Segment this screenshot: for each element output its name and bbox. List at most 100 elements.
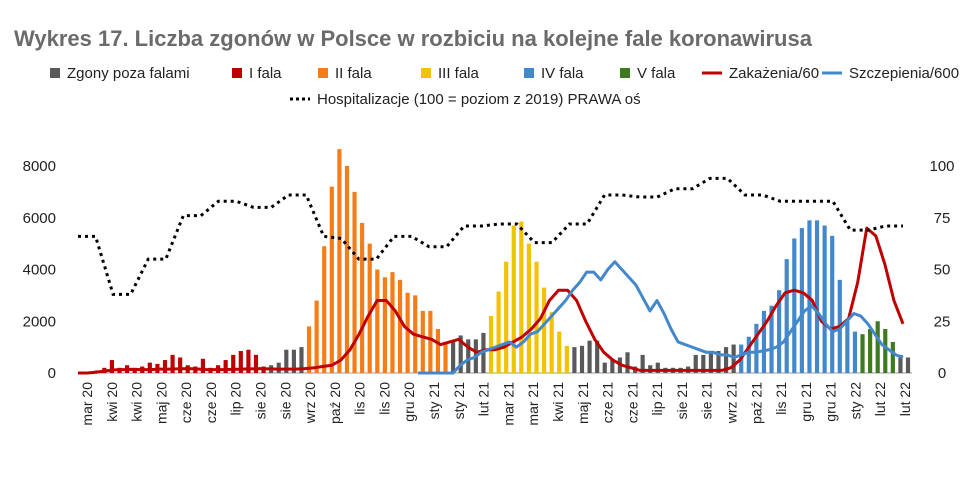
death-bar bbox=[526, 243, 532, 374]
death-bar bbox=[375, 269, 380, 373]
x-tick-label: kwi 20 bbox=[104, 382, 120, 422]
death-bar bbox=[496, 291, 501, 373]
legend-label: IV fala bbox=[541, 65, 584, 82]
y2-tick-label: 100 bbox=[929, 158, 954, 175]
death-bar bbox=[784, 259, 789, 373]
x-tick-label: maj 20 bbox=[153, 382, 169, 424]
death-bar bbox=[875, 321, 880, 373]
y-tick-label: 8000 bbox=[23, 158, 56, 175]
death-bar bbox=[754, 323, 759, 373]
lines bbox=[78, 176, 905, 375]
legend: Zgony poza falami I fala II fala III fala IV… bbox=[50, 65, 959, 108]
death-bar bbox=[488, 316, 494, 373]
hospitalizations-line bbox=[78, 176, 903, 296]
death-bar bbox=[723, 347, 729, 374]
x-tick-label: paź 21 bbox=[748, 382, 764, 424]
death-bar bbox=[352, 191, 357, 374]
x-tick-label: sie 21 bbox=[699, 382, 715, 420]
x-tick-label: cze 20 bbox=[178, 382, 194, 423]
death-bar bbox=[572, 347, 577, 374]
death-bar bbox=[716, 351, 721, 373]
x-tick-label: mar 20 bbox=[79, 382, 95, 426]
death-bar bbox=[162, 360, 168, 373]
death-bar bbox=[868, 329, 873, 373]
x-tick-label: mar 21 bbox=[525, 382, 541, 426]
death-bar bbox=[238, 351, 243, 373]
death-bar bbox=[390, 272, 395, 373]
death-bar bbox=[382, 277, 387, 373]
death-bar bbox=[178, 357, 183, 373]
x-tick-label: wrz 20 bbox=[302, 382, 318, 424]
legend-label: I fala bbox=[249, 65, 282, 82]
death-bar bbox=[322, 246, 327, 373]
x-tick-label: mar 21 bbox=[500, 382, 516, 426]
death-bar bbox=[170, 354, 175, 373]
y-tick-label: 4000 bbox=[23, 262, 56, 279]
death-bar bbox=[799, 228, 804, 373]
y-axis-right: 0 25 50 75 100 bbox=[929, 158, 954, 382]
death-bar bbox=[534, 261, 539, 373]
x-tick-label: lis 20 bbox=[376, 382, 392, 415]
legend-swatch bbox=[50, 68, 60, 78]
death-bar bbox=[814, 220, 820, 373]
legend-swatch bbox=[232, 68, 242, 78]
death-bar bbox=[147, 362, 152, 373]
legend-label: Zakażenia/60 bbox=[729, 65, 819, 82]
death-bar bbox=[708, 352, 713, 373]
death-bar bbox=[337, 149, 342, 373]
death-bar bbox=[284, 349, 289, 373]
legend-item: I fala bbox=[232, 65, 282, 82]
death-bar bbox=[655, 362, 660, 373]
chart-title: Wykres 17. Liczba zgonów w Polsce w rozb… bbox=[14, 26, 813, 51]
x-tick-label: gru 20 bbox=[401, 382, 417, 422]
death-bar bbox=[405, 292, 410, 373]
death-bar bbox=[397, 279, 403, 373]
y-tick-label: 6000 bbox=[23, 210, 56, 227]
death-bar bbox=[610, 360, 615, 373]
x-tick-label: sty 21 bbox=[451, 382, 467, 420]
death-bar bbox=[542, 287, 547, 373]
death-bar bbox=[640, 354, 645, 373]
death-bar bbox=[299, 347, 304, 374]
x-tick-label: cze 21 bbox=[600, 382, 616, 423]
death-bar bbox=[701, 354, 706, 373]
x-tick-label: sie 20 bbox=[277, 382, 293, 420]
legend-item: IV fala bbox=[524, 65, 584, 82]
death-bar bbox=[693, 354, 698, 373]
legend-label: Hospitalizacje (100 = poziom z 2019) PRA… bbox=[317, 91, 641, 108]
x-axis: mar 20 kwi 20 kwi 20 maj 20 cze 20 cze 20 lip … bbox=[79, 382, 913, 426]
death-bar bbox=[223, 360, 228, 373]
death-bar bbox=[587, 340, 592, 373]
death-bar bbox=[557, 331, 562, 373]
x-tick-label: lip 21 bbox=[649, 382, 665, 416]
death-bar bbox=[511, 225, 516, 373]
y2-tick-label: 50 bbox=[934, 262, 951, 279]
x-tick-label: sty 21 bbox=[426, 382, 442, 420]
y-tick-label: 2000 bbox=[23, 313, 56, 330]
death-bar bbox=[625, 352, 630, 373]
death-bar bbox=[314, 300, 319, 373]
death-bar bbox=[435, 329, 441, 373]
death-bar bbox=[367, 243, 372, 374]
legend-item: Hospitalizacje (100 = poziom z 2019) PRA… bbox=[290, 91, 641, 108]
death-bar bbox=[852, 331, 858, 373]
legend-item: Zakażenia/60 bbox=[702, 65, 819, 82]
x-tick-label: lut 21 bbox=[476, 382, 492, 416]
death-bar bbox=[458, 335, 463, 373]
legend-item: Szczepienia/600 bbox=[822, 65, 959, 82]
legend-label: II fala bbox=[335, 65, 372, 82]
y2-tick-label: 25 bbox=[934, 313, 951, 330]
y2-tick-label: 75 bbox=[934, 210, 951, 227]
death-bar bbox=[905, 357, 911, 373]
x-tick-label: cze 21 bbox=[624, 382, 640, 423]
death-bar bbox=[845, 321, 850, 373]
legend-swatch bbox=[421, 68, 431, 78]
x-tick-label: maj 21 bbox=[575, 382, 591, 424]
death-bar bbox=[306, 326, 312, 373]
death-bar bbox=[519, 221, 524, 373]
vaccinations-line bbox=[418, 260, 904, 375]
x-tick-label: gru 21 bbox=[823, 382, 839, 422]
legend-item: III fala bbox=[421, 65, 480, 82]
